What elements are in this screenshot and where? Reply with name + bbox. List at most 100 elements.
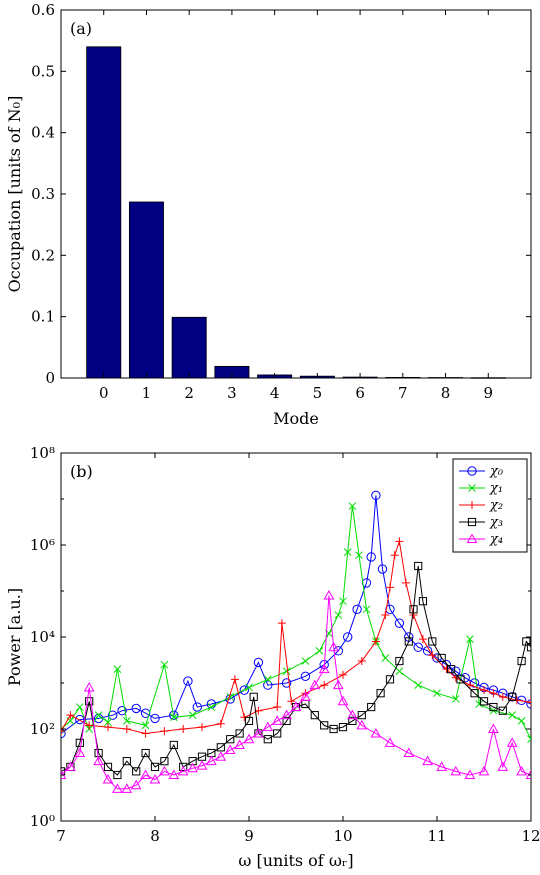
y-tick-label-b: 10² [30, 720, 55, 738]
data-point [428, 637, 437, 646]
data-point [498, 692, 507, 701]
legend-marker [468, 501, 476, 509]
data-point [83, 681, 95, 692]
bar-mode-2 [171, 316, 207, 379]
data-point [309, 679, 321, 690]
data-point [332, 679, 344, 690]
data-point [263, 735, 272, 744]
data-point [409, 605, 418, 614]
data-point [377, 564, 388, 574]
series-0 [61, 490, 531, 739]
data-point [150, 762, 160, 771]
legend-marker [468, 484, 476, 492]
data-point [263, 680, 273, 690]
y-tick-label-a: 0 [45, 369, 55, 387]
data-point [122, 757, 131, 766]
data-point [281, 678, 292, 688]
data-point [418, 635, 427, 644]
data-point [132, 767, 141, 776]
data-point [187, 762, 198, 773]
data-point [527, 698, 531, 707]
data-point [329, 724, 338, 734]
data-point [328, 641, 339, 652]
data-point [403, 747, 415, 758]
x-tick-label-b: 9 [244, 827, 254, 845]
data-point [422, 755, 433, 766]
x-tick-label-a: 6 [355, 384, 365, 402]
data-point [300, 691, 311, 701]
data-point [226, 692, 235, 701]
data-point [437, 653, 446, 663]
data-point [168, 769, 180, 779]
data-point [121, 783, 133, 793]
data-point [192, 702, 203, 712]
data-point [113, 665, 122, 674]
data-point [386, 583, 394, 592]
panel-label-a: (a) [70, 19, 92, 38]
x-tick-label-a: 7 [398, 384, 408, 402]
data-point [150, 713, 160, 724]
data-point [160, 757, 169, 766]
data-point [85, 721, 94, 730]
series-2 [61, 537, 531, 738]
data-point [290, 701, 302, 712]
data-point [75, 714, 85, 725]
data-point [323, 589, 335, 600]
series-line-3 [61, 565, 531, 776]
data-point [253, 657, 264, 668]
data-point [470, 689, 479, 698]
data-point [371, 637, 380, 646]
data-point [273, 703, 282, 712]
legend-label: χ₂ [489, 498, 503, 513]
data-point [362, 605, 371, 614]
data-point [85, 697, 94, 706]
data-point [347, 709, 358, 720]
legend-marker [467, 517, 477, 527]
data-point [102, 773, 114, 784]
data-point [141, 729, 150, 738]
data-point [516, 765, 527, 776]
data-point [376, 689, 385, 698]
series-1 [61, 502, 531, 744]
x-axis-label-b: ω [units of ωᵣ] [238, 851, 353, 870]
data-point [370, 727, 382, 738]
data-point [464, 769, 476, 779]
data-point [428, 651, 437, 660]
data-point [179, 725, 188, 733]
data-point [390, 551, 399, 560]
data-point [206, 699, 217, 709]
legend-label: χ₃ [489, 515, 503, 530]
data-point [488, 723, 499, 733]
data-point [65, 761, 76, 771]
data-point [104, 718, 112, 727]
data-point [104, 723, 112, 732]
data-point [122, 725, 131, 733]
data-point [177, 765, 189, 776]
x-tick-label-b: 11 [427, 827, 446, 845]
data-point [160, 727, 169, 736]
x-tick-label-b: 8 [150, 827, 160, 845]
data-point [277, 619, 286, 628]
data-point [282, 716, 291, 725]
y-axis-label-b: Power [a.u.] [5, 588, 24, 686]
data-point [117, 705, 127, 716]
y-tick-label-a: 0.2 [31, 246, 55, 264]
legend-label: χ₁ [489, 481, 503, 496]
data-point [357, 711, 366, 720]
data-point [160, 660, 169, 669]
data-point [395, 537, 404, 546]
data-point [244, 716, 254, 725]
data-point [273, 729, 282, 738]
data-point [371, 490, 381, 501]
data-point [94, 711, 103, 720]
y-tick-label-a: 0.5 [31, 62, 55, 80]
data-point [356, 719, 368, 730]
data-point [74, 747, 86, 758]
data-point [381, 654, 390, 662]
data-point [414, 561, 423, 571]
y-tick-label-b: 10⁰ [30, 812, 55, 830]
data-point [108, 710, 118, 720]
data-point [475, 700, 484, 708]
data-point [367, 702, 376, 712]
data-point [414, 681, 423, 689]
